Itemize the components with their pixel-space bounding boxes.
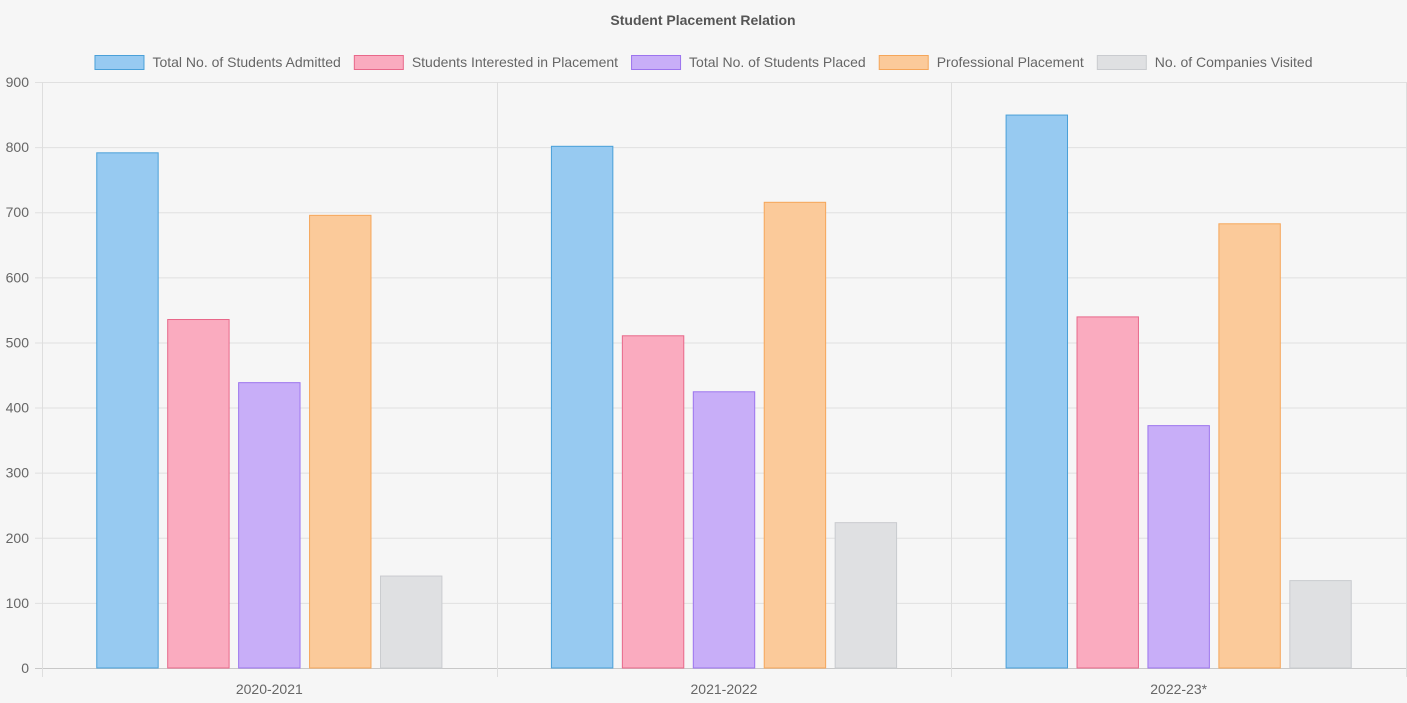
y-tick-label: 200 xyxy=(6,530,30,546)
legend-swatch xyxy=(353,55,404,70)
y-tick-label: 100 xyxy=(6,595,30,611)
x-tick-label: 2020-2021 xyxy=(236,681,303,697)
x-tick-label: 2022-23* xyxy=(1150,681,1207,697)
y-tick-label: 800 xyxy=(6,139,30,155)
axes: 0 100 200 300 400 500 600 700 800 900 2020-2021 202… xyxy=(6,74,1208,697)
y-tick-label: 600 xyxy=(6,269,30,285)
y-tick-label: 900 xyxy=(6,74,30,90)
y-tick-label: 400 xyxy=(6,400,30,416)
legend: Total No. of Students Admitted Students I… xyxy=(94,54,1313,70)
legend-label: Total No. of Students Placed xyxy=(689,54,866,70)
bar xyxy=(167,319,230,669)
bar xyxy=(238,382,301,669)
legend-label: Students Interested in Placement xyxy=(412,54,618,70)
bar xyxy=(1218,223,1281,669)
bar xyxy=(96,152,159,669)
bar xyxy=(379,575,443,669)
chart-title: Student Placement Relation xyxy=(610,12,795,28)
y-tick-label: 0 xyxy=(21,660,29,676)
y-tick-label: 700 xyxy=(6,204,30,220)
legend-label: Professional Placement xyxy=(937,54,1084,70)
legend-label: No. of Companies Visited xyxy=(1155,54,1313,70)
legend-swatch xyxy=(94,55,145,70)
legend-swatch xyxy=(1096,55,1147,70)
bar xyxy=(1005,114,1069,669)
legend-swatch xyxy=(878,55,929,70)
bar xyxy=(763,201,827,669)
bar xyxy=(834,522,898,669)
y-tick-label: 500 xyxy=(6,334,30,350)
bar xyxy=(309,214,372,669)
x-tick-label: 2021-2022 xyxy=(691,681,758,697)
bar xyxy=(1289,580,1352,669)
legend-swatch xyxy=(631,55,682,70)
bars xyxy=(96,114,1352,669)
bar xyxy=(1147,425,1210,669)
y-tick-label: 300 xyxy=(6,465,30,481)
bar xyxy=(621,335,685,669)
legend-label: Total No. of Students Admitted xyxy=(152,54,340,70)
bar xyxy=(692,391,756,669)
bar xyxy=(1076,316,1139,669)
bar xyxy=(550,145,614,669)
